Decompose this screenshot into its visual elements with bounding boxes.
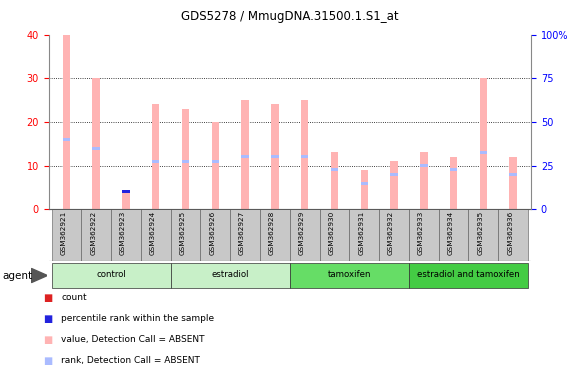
- Bar: [51, 209, 81, 261]
- Bar: [271, 156, 279, 158]
- Bar: [409, 263, 528, 288]
- Text: GSM362935: GSM362935: [477, 211, 484, 255]
- Bar: [122, 190, 130, 193]
- Text: GDS5278 / MmugDNA.31500.1.S1_at: GDS5278 / MmugDNA.31500.1.S1_at: [181, 10, 399, 23]
- Text: rank, Detection Call = ABSENT: rank, Detection Call = ABSENT: [61, 356, 200, 366]
- Text: GSM362930: GSM362930: [328, 211, 335, 255]
- Bar: [171, 263, 290, 288]
- Bar: [301, 100, 308, 209]
- Bar: [63, 138, 70, 141]
- Text: estradiol: estradiol: [211, 270, 249, 280]
- Bar: [230, 209, 260, 261]
- Bar: [409, 209, 439, 261]
- Text: GSM362927: GSM362927: [239, 211, 245, 255]
- Bar: [212, 122, 219, 209]
- Bar: [360, 182, 368, 185]
- Bar: [360, 170, 368, 209]
- Bar: [480, 78, 487, 209]
- Text: GSM362923: GSM362923: [120, 211, 126, 255]
- Bar: [171, 209, 200, 261]
- Bar: [450, 169, 457, 172]
- Text: tamoxifen: tamoxifen: [328, 270, 371, 280]
- Bar: [260, 209, 289, 261]
- Bar: [152, 160, 159, 163]
- Text: percentile rank within the sample: percentile rank within the sample: [61, 314, 214, 323]
- Text: value, Detection Call = ABSENT: value, Detection Call = ABSENT: [61, 335, 204, 344]
- Bar: [301, 156, 308, 158]
- Bar: [182, 109, 189, 209]
- Text: agent: agent: [3, 270, 33, 281]
- Bar: [93, 78, 100, 209]
- Bar: [122, 192, 130, 209]
- Text: GSM362922: GSM362922: [90, 211, 96, 255]
- Bar: [349, 209, 379, 261]
- Text: estradiol and tamoxifen: estradiol and tamoxifen: [417, 270, 520, 280]
- Bar: [81, 209, 111, 261]
- Bar: [420, 164, 428, 167]
- Text: GSM362933: GSM362933: [418, 211, 424, 255]
- Bar: [212, 160, 219, 163]
- Text: GSM362928: GSM362928: [269, 211, 275, 255]
- Bar: [498, 209, 528, 261]
- Bar: [242, 156, 249, 158]
- Bar: [93, 147, 100, 150]
- Text: GSM362934: GSM362934: [448, 211, 453, 255]
- Text: GSM362936: GSM362936: [507, 211, 513, 255]
- Bar: [290, 263, 409, 288]
- Bar: [450, 157, 457, 209]
- Text: GSM362926: GSM362926: [210, 211, 215, 255]
- Bar: [290, 209, 320, 261]
- Bar: [200, 209, 230, 261]
- Text: ■: ■: [43, 314, 52, 324]
- Bar: [420, 152, 428, 209]
- Text: ■: ■: [43, 335, 52, 345]
- Bar: [331, 169, 338, 172]
- Bar: [391, 161, 398, 209]
- Bar: [331, 152, 338, 209]
- Text: GSM362921: GSM362921: [61, 211, 66, 255]
- Bar: [63, 35, 70, 209]
- Bar: [152, 104, 159, 209]
- Bar: [509, 173, 517, 176]
- Bar: [111, 209, 141, 261]
- Text: GSM362924: GSM362924: [150, 211, 156, 255]
- Text: count: count: [61, 293, 87, 302]
- Text: GSM362925: GSM362925: [179, 211, 186, 255]
- Text: GSM362929: GSM362929: [299, 211, 305, 255]
- Bar: [509, 157, 517, 209]
- Bar: [391, 173, 398, 176]
- Bar: [51, 263, 171, 288]
- Text: control: control: [96, 270, 126, 280]
- Text: ■: ■: [43, 293, 52, 303]
- Bar: [468, 209, 498, 261]
- Bar: [141, 209, 171, 261]
- Polygon shape: [31, 268, 47, 283]
- Text: ■: ■: [43, 356, 52, 366]
- Bar: [379, 209, 409, 261]
- Text: GSM362931: GSM362931: [358, 211, 364, 255]
- Bar: [242, 100, 249, 209]
- Bar: [320, 209, 349, 261]
- Bar: [182, 160, 189, 163]
- Text: GSM362932: GSM362932: [388, 211, 394, 255]
- Bar: [271, 104, 279, 209]
- Bar: [439, 209, 468, 261]
- Bar: [480, 151, 487, 154]
